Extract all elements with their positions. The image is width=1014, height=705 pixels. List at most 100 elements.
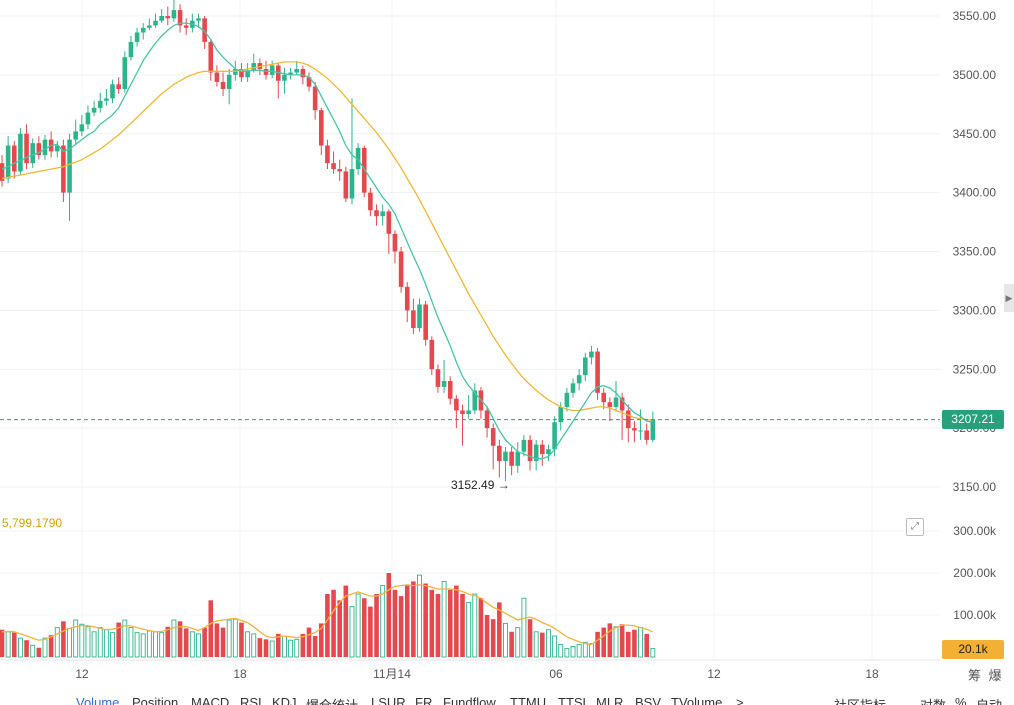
volume-bar (146, 630, 152, 658)
chip-button[interactable]: 筹 (968, 668, 982, 683)
volume-bar (515, 627, 521, 658)
candle (30, 138, 35, 168)
volume-bar (380, 585, 386, 658)
volume-bar (650, 648, 656, 658)
candle (447, 376, 453, 405)
candle (239, 63, 244, 82)
tab-lsur[interactable]: LSUR (371, 695, 406, 705)
candle (177, 4, 183, 33)
price-tick-label: 3300.00 (953, 303, 997, 317)
volume-bar (478, 598, 484, 657)
tabs-more-icon[interactable]: > (736, 695, 744, 705)
candle (472, 383, 478, 414)
tab-fundflow[interactable]: Fundflow (443, 695, 496, 705)
tab-rsi[interactable]: RSI (240, 695, 262, 705)
volume-bar (153, 631, 158, 658)
volume-bar (392, 589, 398, 657)
volume-bar (171, 619, 177, 658)
candle (214, 65, 220, 87)
tab-macd[interactable]: MACD (191, 695, 230, 705)
candle (306, 72, 312, 92)
volume-bar (251, 633, 257, 658)
candle (454, 395, 459, 429)
volume-bar (159, 632, 165, 658)
volume-bar (79, 623, 85, 658)
candle (386, 209, 392, 254)
volume-bar (73, 619, 79, 658)
volume-bar (276, 633, 281, 657)
volume-bar (509, 631, 514, 657)
expand-icon[interactable]: ⤢ (906, 518, 924, 536)
candle (589, 345, 594, 365)
candle (245, 63, 250, 82)
candle (208, 39, 214, 81)
candle (54, 140, 60, 158)
tab-fr[interactable]: FR (415, 695, 433, 705)
volume-bar (490, 619, 496, 657)
panel-toggle-icon[interactable]: ▶ (1004, 284, 1014, 312)
tab-ttmu[interactable]: TTMU (510, 695, 547, 705)
tab-ttsl[interactable]: TTSL (558, 695, 590, 705)
candle (576, 369, 582, 391)
volume-bar (183, 628, 189, 657)
candle (527, 435, 533, 471)
volume-bar (11, 632, 17, 657)
tab-kdj[interactable]: KDJ (272, 695, 297, 705)
volume-bar (337, 600, 342, 657)
volume-bar (447, 589, 453, 657)
percent-scale-toggle[interactable]: % (955, 695, 967, 705)
volume-bar (503, 622, 508, 658)
candle (441, 359, 447, 393)
tab-volume[interactable]: Volume (76, 695, 120, 705)
candle (5, 136, 11, 184)
tab-tvolume[interactable]: TVolume (671, 695, 723, 705)
indicator-tabs: Volume Position MACD RSI KDJ 爆仓统计 LSUR F… (0, 690, 1014, 705)
volume-ma-value: 5,799.1790 (2, 516, 63, 530)
volume-bar (386, 573, 392, 657)
volume-bar (5, 631, 11, 658)
tab-mlr[interactable]: MLR (596, 695, 624, 705)
volume-bar (17, 637, 23, 658)
candle (183, 18, 189, 35)
volume-bar (361, 598, 367, 657)
candle (294, 60, 300, 75)
explode-button[interactable]: 爆 (988, 668, 1002, 683)
candle (368, 187, 373, 217)
volume-bar (103, 629, 109, 658)
candle (97, 92, 103, 113)
candle (196, 13, 201, 28)
candle (490, 423, 496, 470)
volume-bar (281, 635, 287, 658)
volume-bar (232, 618, 238, 658)
volume-bar (638, 627, 644, 658)
candle (42, 134, 48, 160)
auto-scale-toggle[interactable]: 自动 (976, 695, 1002, 705)
volume-bar (91, 631, 97, 658)
volume-bar (202, 627, 207, 657)
volume-bar (269, 640, 275, 658)
tab-position[interactable]: Position (132, 695, 179, 705)
volume-bar (644, 633, 649, 657)
volume-bar (576, 643, 582, 658)
volume-bar (36, 647, 42, 657)
candle (392, 230, 398, 264)
volume-bar (625, 631, 631, 657)
candle (331, 151, 336, 174)
candle (104, 89, 109, 106)
tab-community-indicators[interactable]: 社区指标 (834, 695, 886, 705)
volume-bar (368, 606, 373, 657)
volume-bar (214, 623, 220, 657)
price-tick-label: 3500.00 (953, 68, 997, 82)
candle (73, 119, 78, 145)
candle (417, 298, 422, 332)
candle (583, 352, 588, 382)
volume-bar (226, 619, 232, 658)
volume-tick-label: 200.00k (953, 566, 997, 580)
log-scale-toggle[interactable]: 对数 (920, 695, 946, 705)
time-tick-label: 12 (707, 667, 721, 681)
tab-bsv[interactable]: BSV (635, 695, 662, 705)
volume-tick-label: 300.00k (953, 524, 997, 538)
tab-liquidation[interactable]: 爆仓统计 (306, 695, 358, 705)
volume-bar (527, 619, 533, 657)
